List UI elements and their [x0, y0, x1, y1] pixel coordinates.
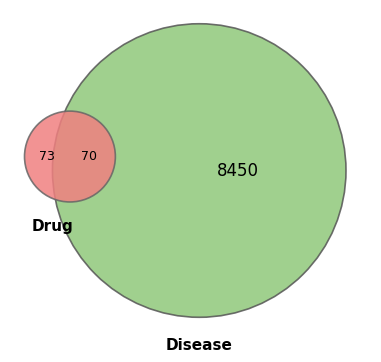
Circle shape [53, 24, 346, 317]
Text: 8450: 8450 [217, 161, 259, 180]
Text: Drug: Drug [32, 219, 73, 235]
Text: 70: 70 [81, 150, 97, 163]
Text: Disease: Disease [166, 338, 233, 353]
Circle shape [24, 111, 115, 202]
Text: 73: 73 [39, 150, 55, 163]
